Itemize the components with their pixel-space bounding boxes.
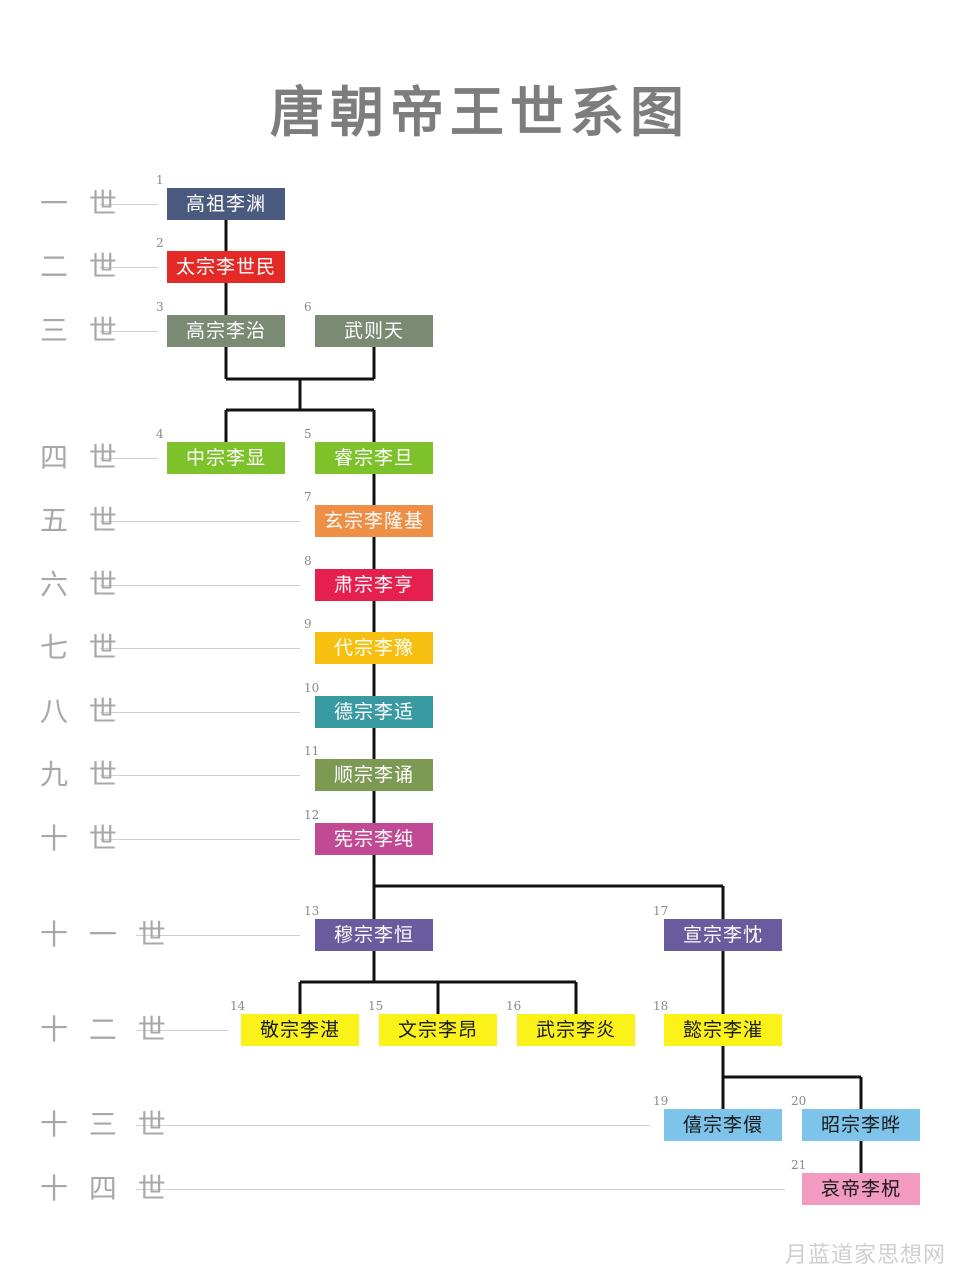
page-title: 唐朝帝王世系图: [270, 80, 690, 144]
emperor-sequence-number: 8: [304, 554, 312, 568]
emperor-sequence-number: 15: [368, 999, 384, 1013]
emperor-sequence-number: 3: [156, 300, 164, 314]
generation-guide-line: [100, 775, 300, 776]
generation-guide-line: [136, 1030, 228, 1031]
generation-label: 二 世: [40, 250, 123, 283]
generation-label: 六 世: [40, 568, 123, 601]
emperor-box: 宪宗李纯: [315, 823, 433, 855]
generation-guide-line: [100, 458, 158, 459]
generation-guide-line: [136, 935, 300, 936]
generation-guide-line: [136, 1189, 785, 1190]
generation-label: 四 世: [40, 441, 123, 474]
emperor-box: 宣宗李忱: [664, 919, 782, 951]
generation-guide-line: [100, 521, 300, 522]
generation-label: 三 世: [40, 314, 123, 347]
generation-guide-line: [100, 648, 300, 649]
emperor-sequence-number: 10: [304, 681, 320, 695]
emperor-sequence-number: 4: [156, 427, 164, 441]
emperor-sequence-number: 13: [304, 904, 320, 918]
emperor-sequence-number: 14: [230, 999, 246, 1013]
generation-guide-line: [136, 1125, 650, 1126]
emperor-box: 武宗李炎: [517, 1014, 635, 1046]
emperor-sequence-number: 2: [156, 236, 164, 250]
emperor-box: 高祖李渊: [167, 188, 285, 220]
emperor-box: 僖宗李儇: [664, 1109, 782, 1141]
emperor-box: 高宗李治: [167, 315, 285, 347]
emperor-sequence-number: 19: [653, 1094, 669, 1108]
emperor-sequence-number: 6: [304, 300, 312, 314]
generation-label: 八 世: [40, 695, 123, 728]
emperor-box: 穆宗李恒: [315, 919, 433, 951]
emperor-sequence-number: 20: [791, 1094, 807, 1108]
emperor-box: 玄宗李隆基: [315, 505, 433, 537]
emperor-box: 德宗李适: [315, 696, 433, 728]
emperor-sequence-number: 12: [304, 808, 320, 822]
generation-label: 一 世: [40, 187, 123, 220]
generation-label: 十 三 世: [40, 1108, 172, 1141]
emperor-sequence-number: 5: [304, 427, 312, 441]
emperor-box: 顺宗李诵: [315, 759, 433, 791]
generation-guide-line: [100, 204, 158, 205]
emperor-box: 文宗李昂: [379, 1014, 497, 1046]
emperor-box: 肃宗李亨: [315, 569, 433, 601]
emperor-box: 太宗李世民: [167, 251, 285, 283]
generation-guide-line: [100, 267, 158, 268]
generation-label: 十 一 世: [40, 918, 172, 951]
emperor-sequence-number: 21: [791, 1158, 807, 1172]
generation-guide-line: [100, 839, 300, 840]
generation-label: 十 四 世: [40, 1172, 172, 1205]
emperor-box: 睿宗李旦: [315, 442, 433, 474]
watermark: 月蓝道家思想网: [784, 1243, 946, 1268]
generation-label: 七 世: [40, 631, 123, 664]
generation-guide-line: [100, 585, 300, 586]
emperor-sequence-number: 16: [506, 999, 522, 1013]
emperor-sequence-number: 11: [304, 744, 320, 758]
generation-guide-line: [100, 331, 158, 332]
generation-guide-line: [100, 712, 300, 713]
emperor-box: 武则天: [315, 315, 433, 347]
emperor-box: 懿宗李漼: [664, 1014, 782, 1046]
generation-label: 五 世: [40, 504, 123, 537]
emperor-box: 中宗李显: [167, 442, 285, 474]
emperor-sequence-number: 9: [304, 617, 312, 631]
emperor-box: 哀帝李柷: [802, 1173, 920, 1205]
emperor-box: 代宗李豫: [315, 632, 433, 664]
emperor-sequence-number: 17: [653, 904, 669, 918]
emperor-sequence-number: 7: [304, 490, 312, 504]
generation-label: 九 世: [40, 758, 123, 791]
generation-label: 十 二 世: [40, 1013, 172, 1046]
emperor-sequence-number: 1: [156, 173, 164, 187]
generation-label: 十 世: [40, 822, 123, 855]
emperor-sequence-number: 18: [653, 999, 669, 1013]
emperor-box: 昭宗李晔: [802, 1109, 920, 1141]
emperor-box: 敬宗李湛: [241, 1014, 359, 1046]
